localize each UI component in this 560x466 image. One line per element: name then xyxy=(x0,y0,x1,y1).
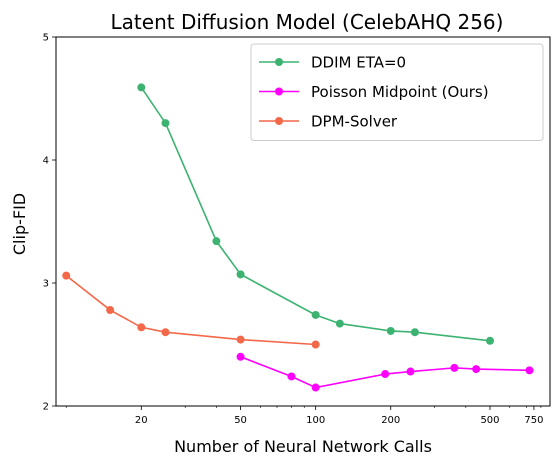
series-line xyxy=(65,274,316,346)
y-axis: 2 3 4 5 xyxy=(43,33,56,413)
y-tick-label: 5 xyxy=(43,33,49,44)
legend-label: DDIM ETA=0 xyxy=(311,54,406,72)
data-point xyxy=(525,366,534,375)
x-tick-label: 500 xyxy=(480,415,499,426)
x-tick-label: 20 xyxy=(135,415,148,426)
chart-title: Latent Diffusion Model (CelebAHQ 256) xyxy=(111,10,504,34)
legend-marker xyxy=(275,117,283,125)
data-point xyxy=(450,363,459,372)
y-tick-label: 3 xyxy=(43,279,49,290)
data-point xyxy=(236,352,245,361)
data-point xyxy=(485,336,494,345)
legend-frame xyxy=(250,43,544,141)
data-point xyxy=(406,367,415,376)
y-tick-label: 2 xyxy=(43,402,49,413)
data-point xyxy=(161,119,170,128)
legend-marker xyxy=(275,87,283,96)
data-point xyxy=(311,310,320,319)
series-layer xyxy=(62,83,534,392)
data-point xyxy=(62,271,71,280)
data-point xyxy=(311,383,320,392)
data-point xyxy=(236,270,245,279)
data-point xyxy=(472,365,481,374)
data-point xyxy=(381,370,390,379)
x-tick-label: 100 xyxy=(306,415,325,426)
y-axis-label: Clip-FID xyxy=(10,193,29,255)
data-point xyxy=(137,323,146,332)
data-point xyxy=(137,83,146,92)
plot-area xyxy=(55,36,551,407)
x-axis-label: Number of Neural Network Calls xyxy=(174,437,432,456)
x-tick-label: 750 xyxy=(524,415,543,426)
data-point xyxy=(212,237,221,246)
data-point xyxy=(287,372,296,381)
data-point xyxy=(335,319,344,328)
data-point xyxy=(161,328,170,337)
data-point xyxy=(386,326,395,335)
legend: DDIM ETA=0 Poisson Midpoint (Ours) DPM-Sol… xyxy=(250,43,544,141)
legend-label: Poisson Midpoint (Ours) xyxy=(311,83,489,101)
x-axis: 20 50 100 200 500 750 xyxy=(65,406,543,426)
data-point xyxy=(236,335,245,344)
data-point xyxy=(311,340,320,349)
x-tick-label: 50 xyxy=(234,415,247,426)
y-tick-label: 4 xyxy=(43,156,49,167)
legend-label: DPM-Solver xyxy=(311,113,398,131)
data-point xyxy=(410,328,419,337)
x-tick-label: 200 xyxy=(381,415,400,426)
legend-marker xyxy=(275,58,283,66)
data-point xyxy=(106,306,115,315)
